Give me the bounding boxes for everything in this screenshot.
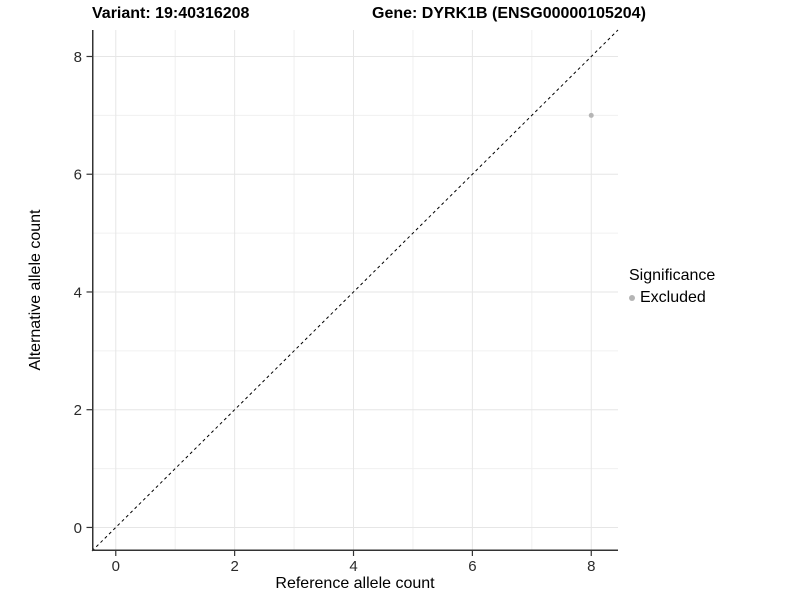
legend-title: Significance xyxy=(629,267,716,284)
legend: Significance Excluded xyxy=(629,267,715,307)
x-tick-label: 8 xyxy=(587,558,595,575)
identity-line xyxy=(91,29,619,552)
x-tick-label: 4 xyxy=(349,558,357,575)
y-tick-label: 0 xyxy=(74,520,82,537)
legend-item-label: Excluded xyxy=(640,289,706,306)
plot-panel: 0 2 4 6 8 0 2 4 6 8 xyxy=(74,29,619,575)
gene-title: Gene: DYRK1B (ENSG00000105204) xyxy=(372,5,646,22)
legend-item-excluded: Excluded xyxy=(629,289,715,307)
chart-svg: 0 2 4 6 8 0 2 4 6 8 xyxy=(74,29,619,575)
x-tick-label: 6 xyxy=(468,558,476,575)
data-point xyxy=(588,112,594,118)
y-axis-title: Alternative allele count xyxy=(27,209,44,371)
legend-point-icon xyxy=(629,295,635,301)
x-tick-label: 0 xyxy=(112,558,120,575)
y-tick-label: 2 xyxy=(74,402,82,419)
y-tick-label: 4 xyxy=(74,284,82,301)
variant-title: Variant: 19:40316208 xyxy=(92,5,250,22)
x-tick-label: 2 xyxy=(230,558,238,575)
y-tick-label: 8 xyxy=(74,49,82,66)
y-tick-label: 6 xyxy=(74,167,82,184)
x-axis-title: Reference allele count xyxy=(275,575,435,592)
